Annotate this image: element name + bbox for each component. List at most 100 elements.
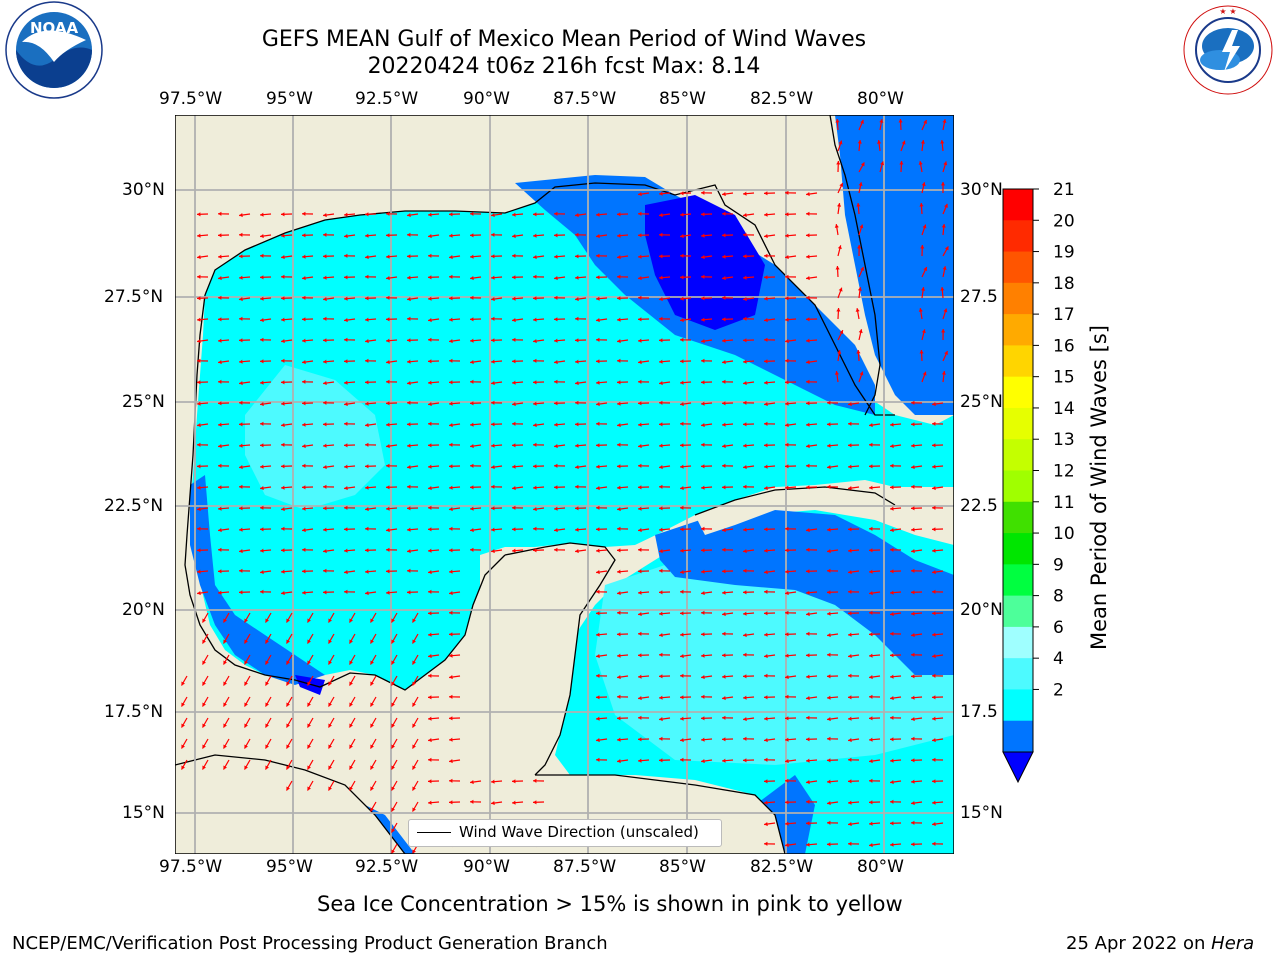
wind-arrow-head <box>827 527 831 532</box>
wind-arrow-head <box>554 422 558 427</box>
wind-arrow-head <box>449 464 453 469</box>
wind-arrow-head <box>921 329 926 334</box>
lat-label-right: 17.5 <box>960 702 998 722</box>
wind-arrow-head <box>449 632 453 637</box>
wind-arrow-head <box>940 140 945 144</box>
wind-arrow-head <box>701 317 705 322</box>
wind-arrow-head <box>449 526 453 531</box>
wind-arrow-head <box>722 211 726 216</box>
wind-arrow-head <box>659 549 663 554</box>
colorbar-segment <box>1003 689 1033 722</box>
wind-arrow-head <box>533 485 537 490</box>
wind-arrow-head <box>554 338 558 343</box>
wind-arrow-head <box>349 681 353 686</box>
wind-arrow-head <box>449 653 453 658</box>
lat-label-left: 17.5°N <box>104 702 164 722</box>
wind-arrow-head <box>856 203 861 207</box>
wind-arrow-head <box>858 182 863 187</box>
wind-arrow-head <box>218 276 222 281</box>
wind-arrow-head <box>680 673 684 678</box>
wind-arrow-head <box>659 254 663 259</box>
wind-arrow-head <box>911 736 915 741</box>
wind-arrow-head <box>596 570 600 575</box>
wind-arrow-head <box>932 716 936 721</box>
wind-arrow-head <box>349 660 353 665</box>
lat-label-left: 22.5°N <box>104 496 164 516</box>
wind-arrow-head <box>848 611 852 616</box>
wind-arrow-head <box>302 463 306 468</box>
wind-arrow-head <box>365 358 369 363</box>
wind-arrow-head <box>848 716 852 721</box>
wind-arrow-head <box>722 360 726 365</box>
wind-arrow-head <box>932 841 936 846</box>
wind-arrow-head <box>470 780 474 785</box>
wind-arrow-head <box>512 275 516 280</box>
wind-arrow-head <box>470 401 474 406</box>
wind-arrow-head <box>806 401 810 406</box>
wind-arrow-head <box>281 485 285 490</box>
wind-arrow-head <box>806 422 810 427</box>
wind-arrow-head <box>323 484 327 489</box>
wind-arrow-head <box>834 224 839 228</box>
wind-arrow-head <box>575 465 579 470</box>
wind-arrow-head <box>701 339 705 344</box>
wind-arrow-head <box>596 695 600 700</box>
wind-arrow-head <box>764 421 768 426</box>
wind-arrow-head <box>391 849 395 854</box>
wind-arrow-head <box>244 765 248 770</box>
wind-arrow-head <box>349 786 353 791</box>
colorbar-segment <box>1003 314 1033 346</box>
wind-arrow-head <box>827 695 831 700</box>
wind-arrow-head <box>202 744 206 749</box>
wind-arrow-head <box>491 484 495 489</box>
wind-arrow-head <box>260 464 264 469</box>
wind-arrow-head <box>281 212 285 217</box>
wind-arrow-head <box>839 183 844 188</box>
wind-arrow-head <box>743 736 747 741</box>
chart-title: GEFS MEAN Gulf of Mexico Mean Period of … <box>261 27 867 52</box>
wind-arrow-head <box>223 618 227 623</box>
wind-arrow-head <box>533 800 537 805</box>
wind-arrow-head <box>806 674 810 679</box>
wind-arrow-head <box>806 590 810 595</box>
wind-arrow-head <box>407 506 411 511</box>
wind-arrow-head <box>470 379 474 384</box>
wind-arrow-head <box>365 507 369 512</box>
wind-arrow-head <box>344 464 348 469</box>
wind-arrow-head <box>386 360 390 365</box>
wind-arrow-head <box>428 212 432 217</box>
wind-arrow-head <box>596 757 600 762</box>
wind-arrow-head <box>617 339 621 344</box>
colorbar-segment <box>1003 345 1033 378</box>
lon-label-bottom: 87.5°W <box>553 857 617 877</box>
wind-arrow-head <box>659 213 663 218</box>
wind-arrow-head <box>391 786 395 791</box>
wind-arrow-head <box>344 402 348 407</box>
wind-arrow-head <box>428 611 432 616</box>
wind-arrow-head <box>512 486 516 491</box>
wind-arrow-head <box>512 421 516 426</box>
wind-arrow-head <box>827 422 831 427</box>
wind-arrow-head <box>449 800 453 805</box>
wind-arrow-head <box>806 276 810 281</box>
wind-arrow-head <box>412 660 416 665</box>
wind-arrow-head <box>223 723 227 728</box>
wind-arrow-head <box>412 744 416 749</box>
wind-arrow-head <box>680 296 684 301</box>
wind-arrow-head <box>533 212 537 217</box>
wind-arrow-head <box>898 119 903 123</box>
wind-arrow-head <box>785 190 789 195</box>
wind-arrow-head <box>239 316 243 321</box>
wind-arrow-head <box>349 744 353 749</box>
lat-label-left: 20°N <box>122 600 165 620</box>
wind-arrow-head <box>596 654 600 659</box>
wind-arrow-head <box>920 245 925 249</box>
wind-arrow-head <box>370 807 374 812</box>
wind-arrow-head <box>281 255 285 260</box>
wind-arrow-head <box>806 463 810 468</box>
wind-arrow-head <box>659 422 663 427</box>
wind-arrow-head <box>344 318 348 323</box>
wind-arrow-head <box>428 464 432 469</box>
wind-arrow-head <box>806 485 810 490</box>
wind-arrow-head <box>533 464 537 469</box>
